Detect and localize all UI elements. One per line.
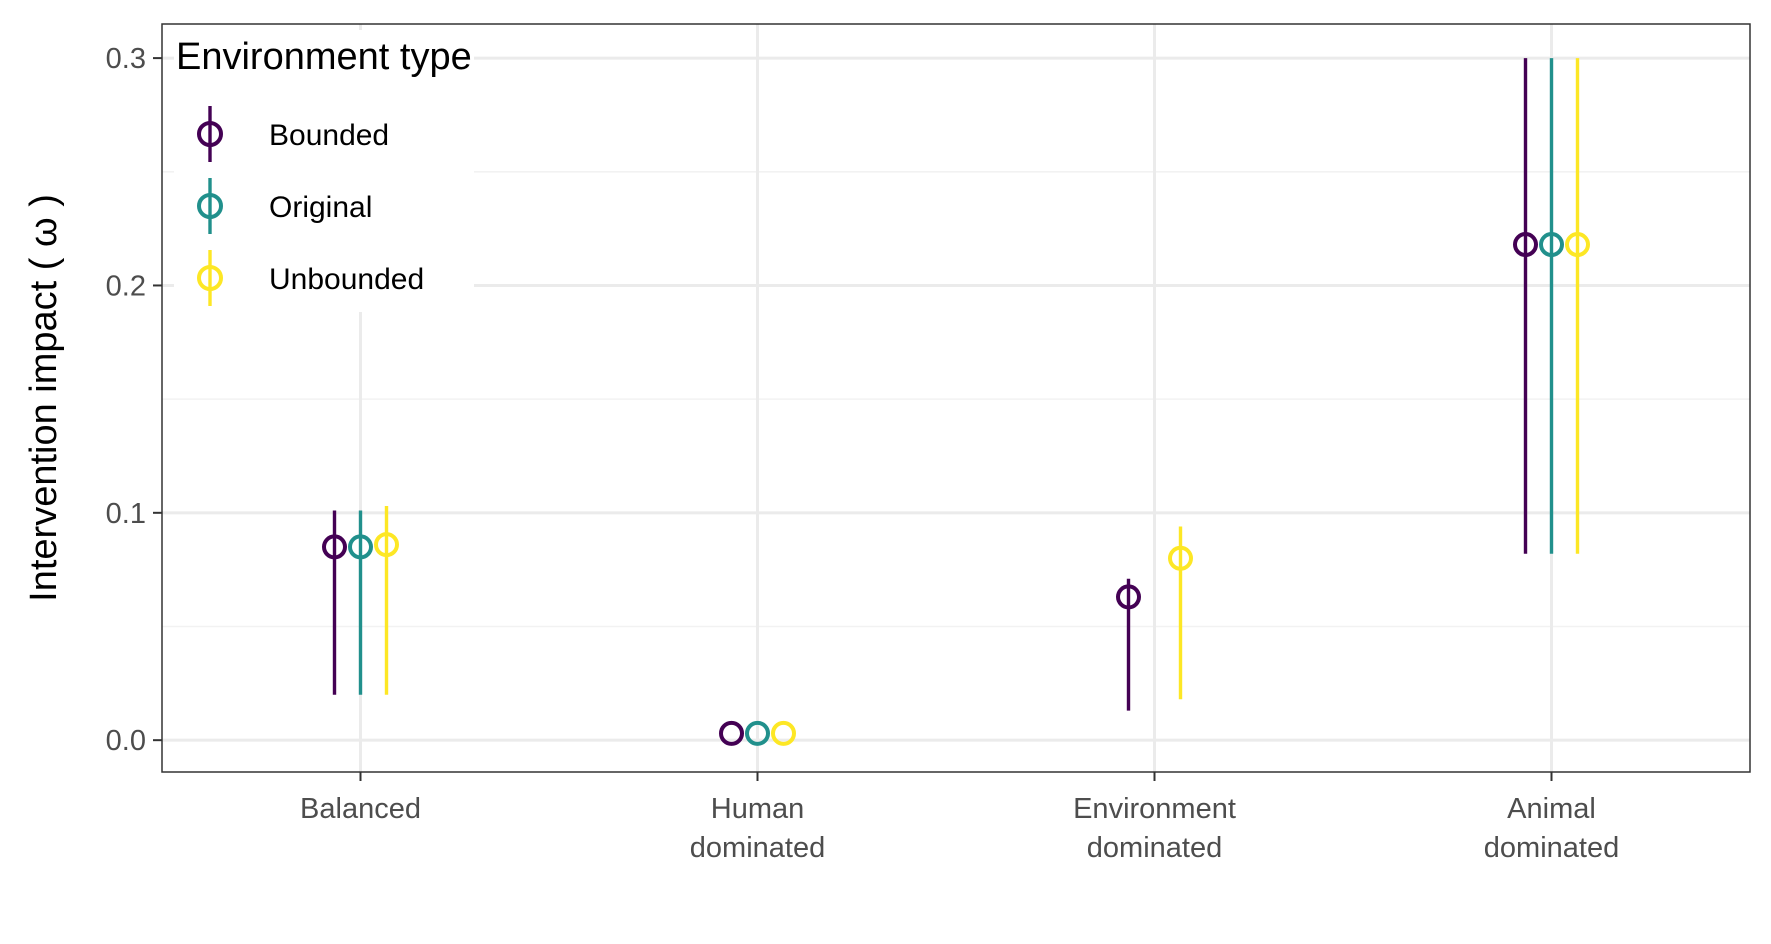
x-tick-label: Human dominated — [690, 793, 825, 864]
y-tick-label: 0.2 — [106, 270, 146, 302]
legend-label: Original — [269, 191, 372, 224]
x-tick-labels: Balanced Human dominated Environment dominat… — [300, 793, 1619, 864]
panel-border — [161, 23, 1751, 773]
x-tick-label-line: Animal — [1507, 793, 1596, 825]
x-tick-label: Environment dominated — [1073, 793, 1236, 864]
data-point — [1513, 232, 1538, 258]
x-tick-label-line: dominated — [1087, 832, 1222, 864]
legend-key-point — [197, 121, 223, 147]
x-tick-label-line: Balanced — [300, 793, 421, 825]
y-tick-label: 0.1 — [106, 498, 146, 530]
data-point — [1116, 584, 1141, 610]
legend-key-point — [197, 265, 223, 291]
data-point — [1565, 232, 1590, 258]
x-tick-label: Animal dominated — [1484, 793, 1619, 864]
legend-title: Environment type — [176, 36, 472, 78]
y-tick-label: 0.3 — [106, 43, 146, 75]
x-tick-label-line: Environment — [1073, 793, 1236, 825]
data-point — [771, 720, 796, 746]
y-tick-label: 0.0 — [106, 725, 146, 757]
legend-label: Bounded — [269, 119, 389, 152]
legend-key-point — [197, 193, 223, 219]
data-point — [1168, 545, 1193, 571]
series-layer — [322, 58, 1590, 746]
legend-keys: Bounded Original Unbounded — [197, 106, 424, 306]
legend-background — [174, 30, 474, 312]
data-point — [322, 534, 347, 560]
data-point — [719, 720, 744, 746]
x-tick-label-line: dominated — [690, 832, 825, 864]
legend-label: Unbounded — [269, 263, 424, 296]
x-tick-label-line: Human — [711, 793, 805, 825]
x-tick-label: Balanced — [300, 793, 421, 825]
data-point — [745, 720, 770, 746]
x-tick-label-line: dominated — [1484, 832, 1619, 864]
axis-ticks — [153, 57, 1553, 781]
data-point — [1539, 232, 1564, 258]
data-point — [374, 532, 399, 558]
y-axis-title: Intervention impact ( ω ) — [23, 194, 65, 602]
y-tick-labels: 0.0 0.1 0.2 0.3 — [106, 43, 146, 757]
data-point — [348, 534, 373, 560]
